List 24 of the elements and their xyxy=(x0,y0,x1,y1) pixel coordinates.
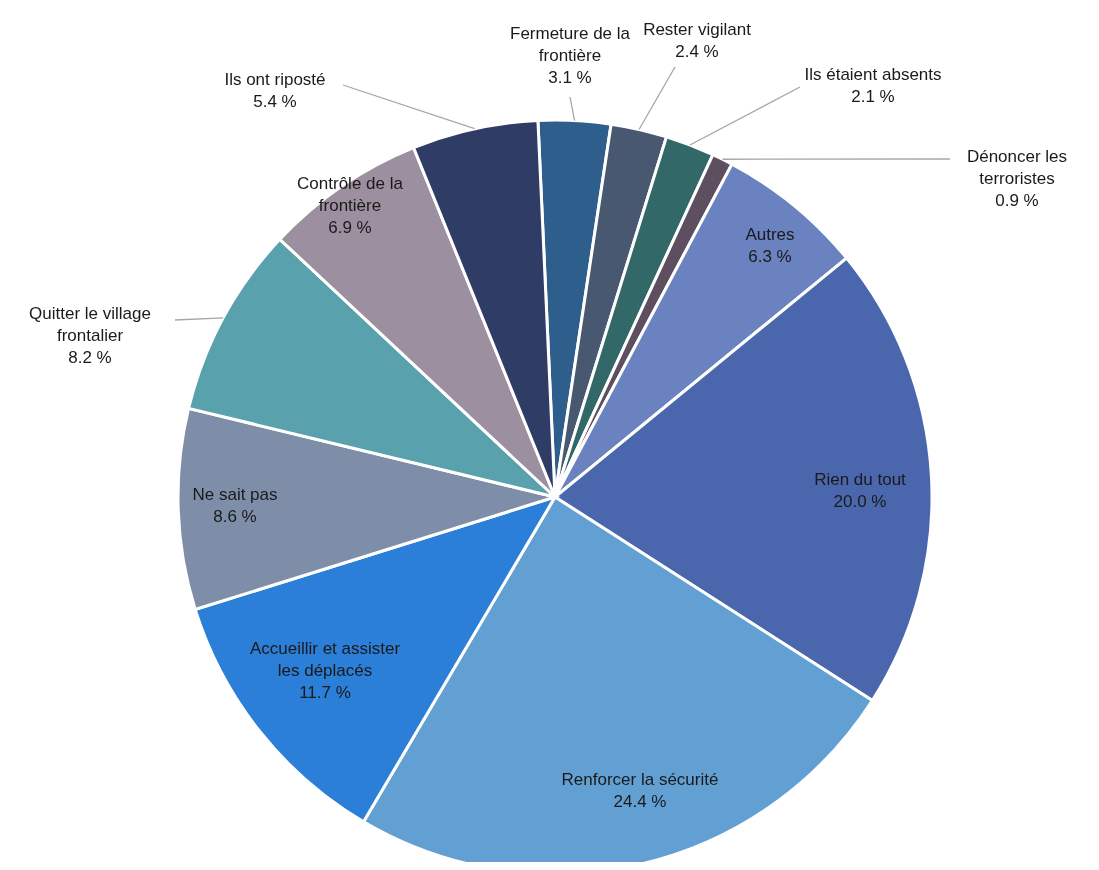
data-label: 6.3 % xyxy=(748,247,792,267)
slice-label: Rester vigilant xyxy=(643,20,752,40)
slice-label: Rien du tout xyxy=(814,470,907,490)
slice-label: Renforcer la sécurité xyxy=(561,770,719,790)
slice-label: Accueillir et assister les déplacés xyxy=(249,639,401,681)
data-label: 0.9 % xyxy=(995,191,1039,211)
slice-label: Dénoncer les terroristes xyxy=(966,147,1068,189)
slice-label: Fermeture de la frontière xyxy=(510,24,631,66)
slice-label: Contrôle de la frontière xyxy=(297,174,404,216)
data-label: 8.6 % xyxy=(213,507,257,527)
data-label: 8.2 % xyxy=(68,348,112,368)
data-label: 3.1 % xyxy=(548,68,592,88)
data-label: 2.4 % xyxy=(675,42,719,62)
data-label: 11.7 % xyxy=(299,683,351,703)
data-label: 5.4 % xyxy=(253,92,297,112)
data-label: 24.4 % xyxy=(613,792,667,812)
slice-label: Ne sait pas xyxy=(192,485,278,505)
slice-label: Ils ont riposté xyxy=(224,70,326,90)
data-label: 2.1 % xyxy=(851,87,895,107)
data-label: 20.0 % xyxy=(833,492,887,512)
slice-label: Quitter le village frontalier xyxy=(29,304,151,346)
slice-label: Ils étaient absents xyxy=(804,65,942,85)
data-label: 6.9 % xyxy=(328,218,372,238)
slice-label: Autres xyxy=(745,225,795,245)
